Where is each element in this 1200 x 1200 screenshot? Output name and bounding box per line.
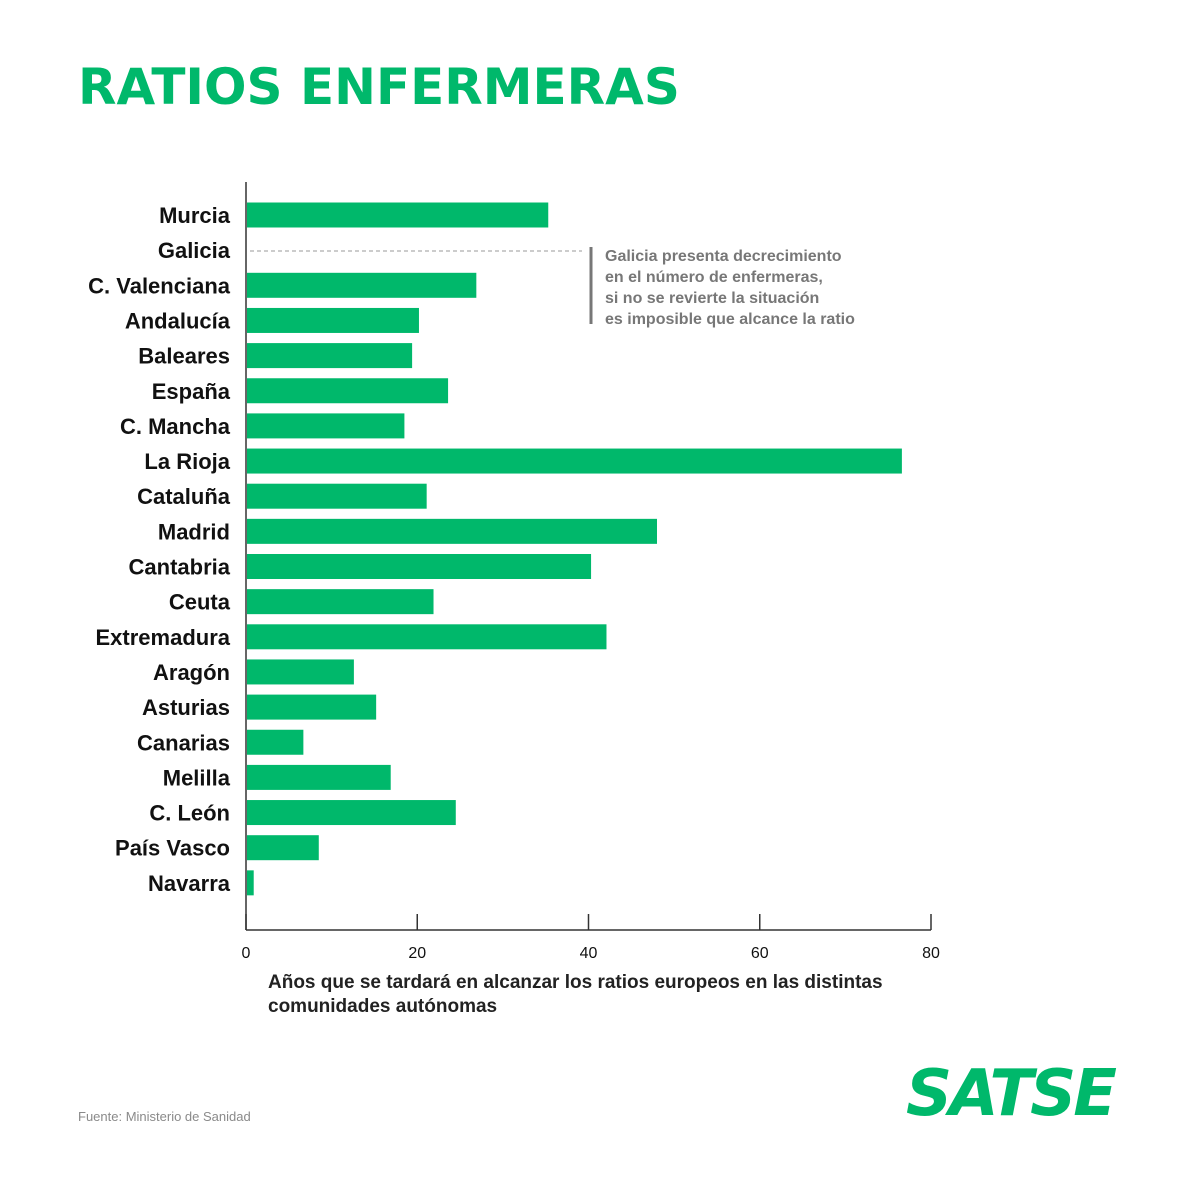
source-note: Fuente: Ministerio de Sanidad [78,1109,251,1124]
category-label: Murcia [159,203,231,228]
bar-andaluc-a [247,307,419,333]
annotation-line: es imposible que alcance la ratio [605,311,855,328]
category-label: Madrid [158,519,230,544]
bar-espa-a [247,378,449,404]
category-label: País Vasco [115,836,230,861]
bar-navarra [247,870,254,896]
bar-c-le-n [247,800,456,826]
category-label: C. León [149,801,230,826]
category-label: C. Mancha [120,414,231,439]
category-label: Ceuta [169,590,231,615]
category-label: España [152,379,231,404]
bar-extremadura [247,624,607,650]
bar-melilla [247,764,391,790]
bar-la-rioja [247,448,902,474]
x-axis-caption: Años que se tardará en alcanzar los rati… [268,972,883,1017]
x-tick-label: 80 [922,945,940,962]
x-tick-label: 0 [242,945,251,962]
category-label: C. Valenciana [88,273,231,298]
satse-logo: SATSE [906,1057,1117,1131]
category-label: Baleares [138,344,230,369]
page-title: RATIOS ENFERMERAS [78,58,680,116]
galicia-annotation: Galicia presenta decrecimiento en el núm… [605,246,855,330]
bar-c-mancha [247,413,405,439]
x-tick-label: 60 [751,945,769,962]
category-label: Cataluña [137,484,231,509]
category-label: Extremadura [95,625,230,650]
category-label: La Rioja [144,449,230,474]
x-tick-label: 20 [408,945,426,962]
bar-madrid [247,518,657,544]
annotation-line: en el número de enfermeras, [605,269,823,286]
category-label: Galicia [158,238,231,263]
category-label: Navarra [148,871,231,896]
category-label: Melilla [163,765,231,790]
bar-canarias [247,729,304,755]
bar-cantabria [247,554,592,579]
category-label: Canarias [137,730,230,755]
bar-ceuta [247,589,434,615]
category-label: Cantabria [129,555,231,580]
annotation-line: si no se revierte la situación [605,290,820,307]
category-label: Asturias [142,695,230,720]
bar-arag-n [247,659,354,685]
category-label: Andalucía [125,308,231,333]
category-label: Aragón [153,660,230,685]
bar-murcia [247,202,549,228]
bar-c-valenciana [247,272,477,298]
bar-pa-s-vasco [247,835,319,861]
bar-catalu-a [247,483,427,509]
bar-asturias [247,694,377,720]
annotation-line: Galicia presenta decrecimiento [605,248,842,265]
bar-baleares [247,343,413,369]
x-tick-label: 40 [580,945,598,962]
